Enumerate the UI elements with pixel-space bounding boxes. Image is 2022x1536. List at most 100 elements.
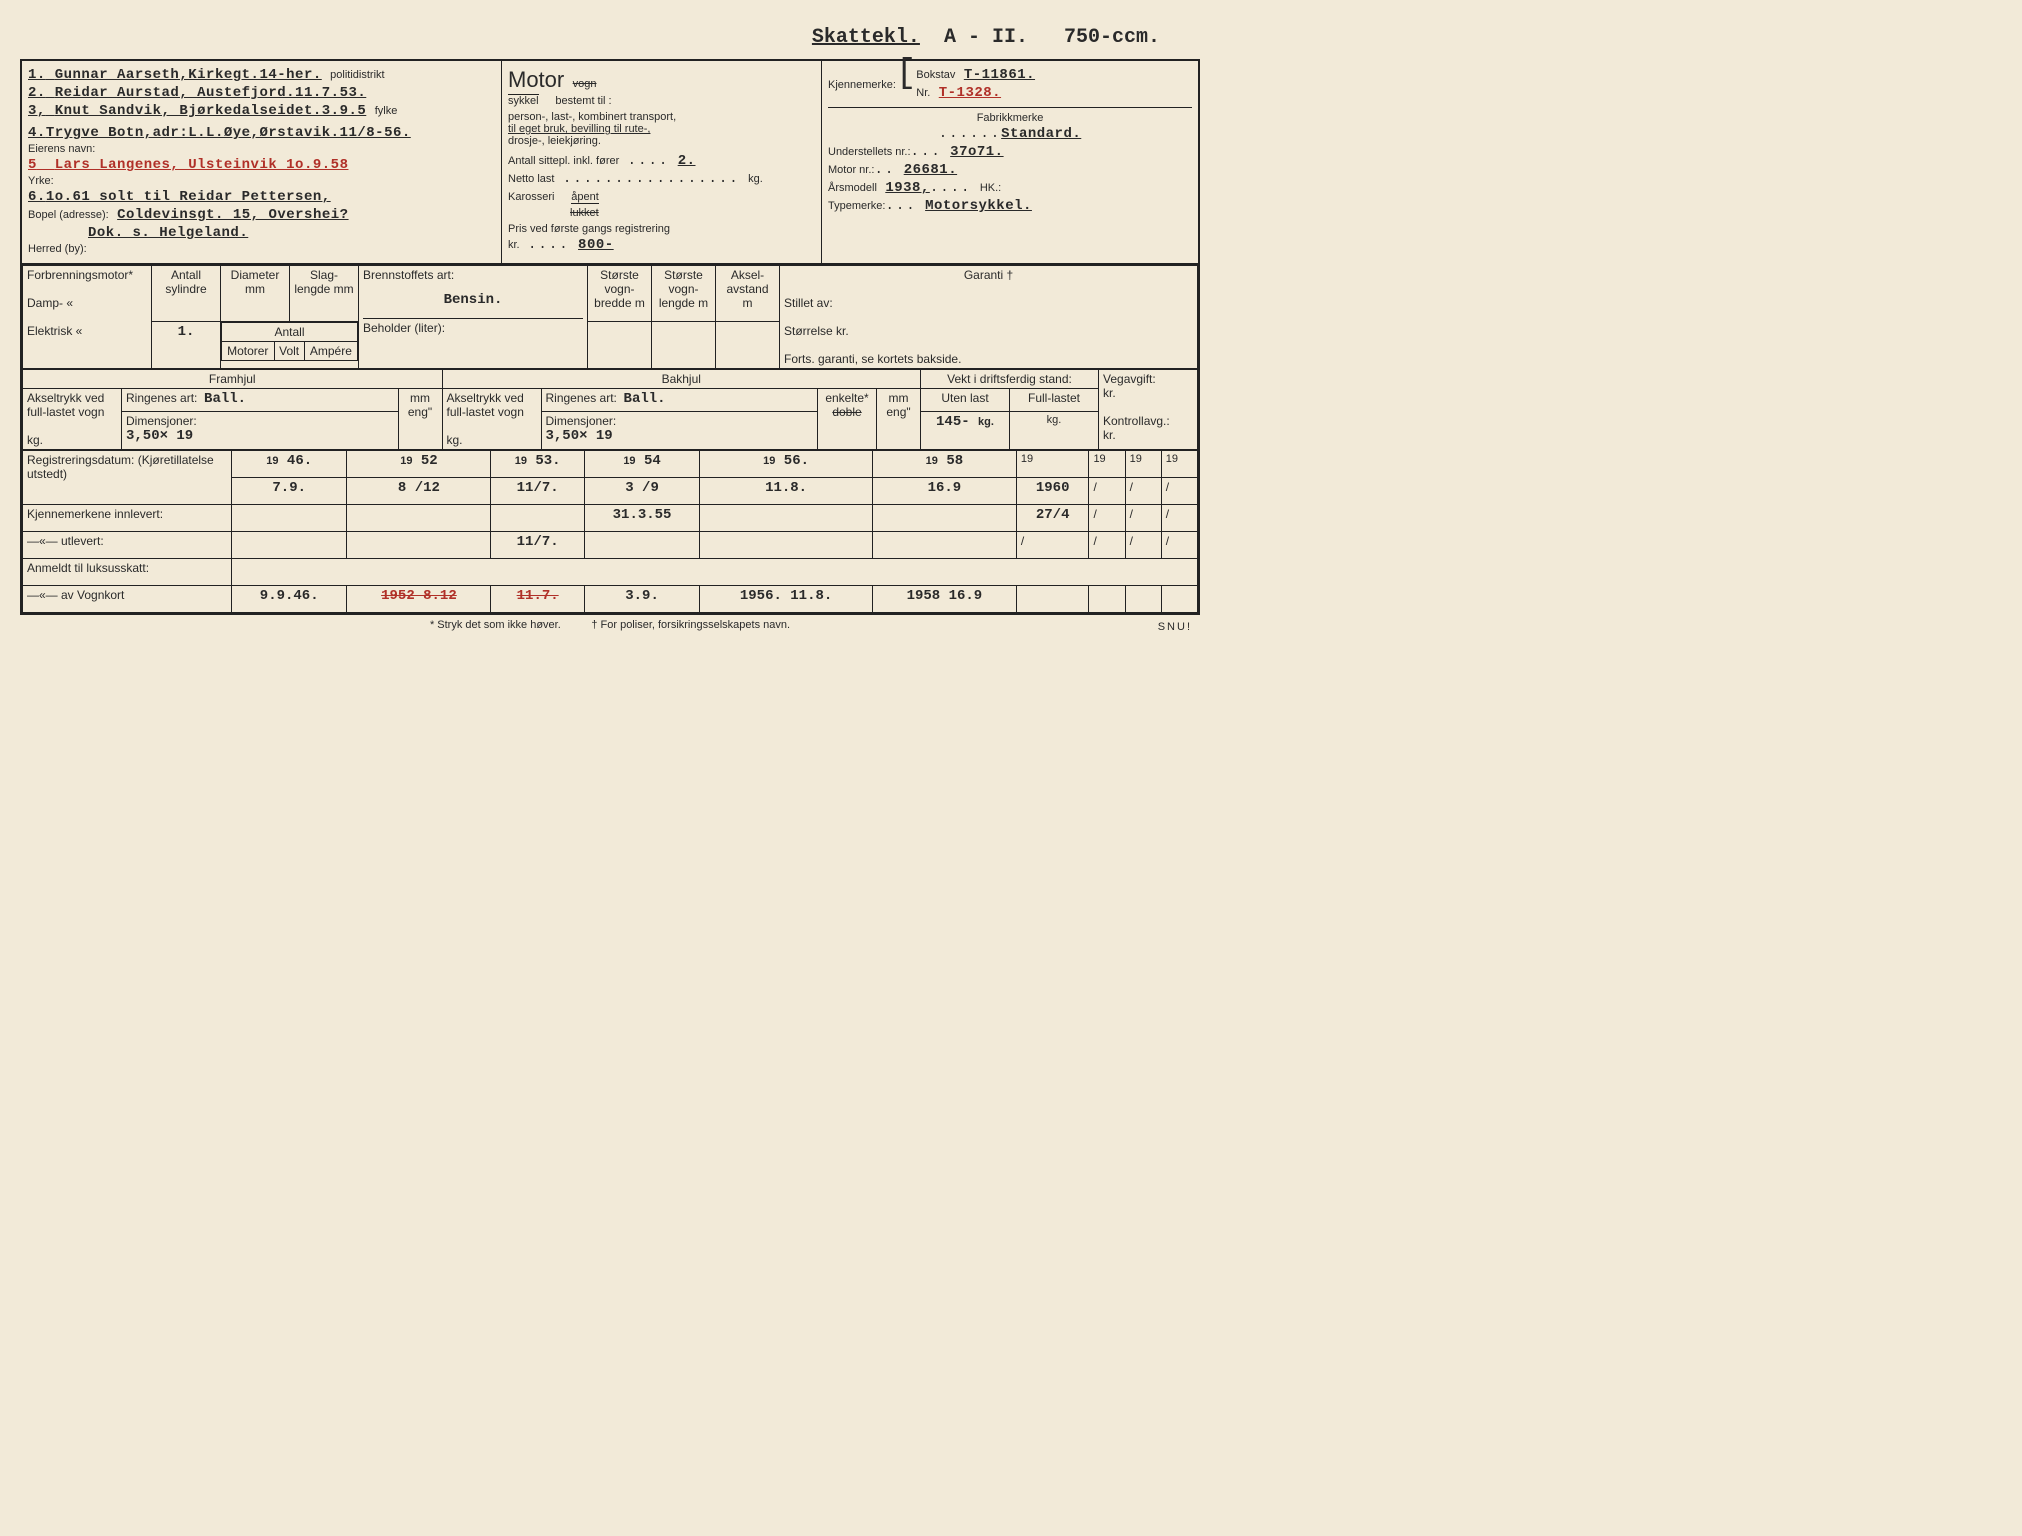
herred-label: Herred (by):: [28, 243, 495, 255]
avgift-4: 1956. 11.8.: [700, 586, 873, 613]
registration-card: Skattekl. A - II. 750-ccm. 1. Gunnar Aar…: [20, 20, 1200, 635]
reg-year-2: 19 53.: [491, 451, 584, 478]
owner-4: 4.Trygve Botn,adr:L.L.Øye,Ørstavik.11/8-…: [28, 125, 411, 141]
uten-label: Uten last: [921, 389, 1010, 412]
garanti-label: Garanti †: [784, 268, 1193, 282]
arsmodell-label: Årsmodell: [828, 182, 877, 194]
reg-date-1: 8 /12: [347, 478, 491, 505]
sittepl-label: Antall sittepl. inkl. fører: [508, 155, 619, 167]
slaglengde-label: Slag- lengde mm: [294, 268, 353, 296]
reg-date-5: 16.9: [872, 478, 1016, 505]
motor-column: Motor vogn sykkel bestemt til : person-,…: [502, 61, 822, 263]
innlevert-3: 31.3.55: [584, 505, 699, 532]
reg-date-6: 1960: [1016, 478, 1089, 505]
bokstav-value: T-11861.: [964, 67, 1035, 83]
hk-label: HK.:: [980, 182, 1001, 194]
ringenes-f-label: Ringenes art:: [126, 391, 197, 405]
reg-year-7: 19: [1089, 451, 1125, 478]
registration-table: Registreringsdatum: (Kjøretillatelse uts…: [22, 450, 1198, 613]
motor-title: Motor: [508, 67, 564, 92]
politidistrikt-label: politidistrikt: [330, 69, 384, 81]
mmeng-f: mm eng": [408, 391, 432, 419]
stillet-label: Stillet av:: [784, 296, 1193, 310]
engine-table: Forbrenningsmotor* Damp- « Elektrisk « A…: [22, 265, 1198, 369]
reg-date-2: 11/7.: [491, 478, 584, 505]
reg-year-0: 19 46.: [232, 451, 347, 478]
ccm-value: 750-ccm.: [1064, 26, 1160, 49]
syl-value: 1.: [152, 321, 221, 368]
kjennemerke-label: Kjennemerke:: [828, 65, 896, 103]
arsmodell-value: 1938,: [885, 180, 930, 196]
brennstoff-value: Bensin.: [363, 292, 583, 308]
innlevert-label: Kjennemerkene innlevert:: [23, 505, 232, 532]
nr-value: T-1328.: [939, 85, 1001, 101]
skattekl-label: Skattekl.: [812, 26, 920, 49]
innlevert-6: 27/4: [1016, 505, 1089, 532]
purpose-line-1: person-, last-, kombinert transport,: [508, 111, 815, 123]
vekt-label: Vekt i driftsferdig stand:: [921, 370, 1099, 389]
avgift-1: 1952 8.12: [347, 586, 491, 613]
reg-year-1: 19 52: [347, 451, 491, 478]
reg-date-3: 3 /9: [584, 478, 699, 505]
reg-year-6: 19: [1016, 451, 1089, 478]
purpose-line-3: drosje-, leiekjøring.: [508, 135, 815, 147]
mmeng-b: mm eng": [886, 391, 910, 419]
stryk-note: * Stryk det som ikke høver.: [430, 619, 561, 631]
regdatum-label: Registreringsdatum: (Kjøretillatelse uts…: [27, 453, 214, 481]
bokstav-label: Bokstav: [916, 69, 955, 81]
storrelse-label: Størrelse kr.: [784, 324, 1193, 338]
bopel-value: Coldevinsgt. 15, Overshei?: [117, 207, 348, 223]
ringenes-b-value: Ball.: [624, 391, 666, 407]
purpose-line-2: til eget bruk, bevilling til rute-,: [508, 123, 815, 135]
akseltrykk-f-label: Akseltrykk ved full-lastet vogn: [27, 391, 104, 419]
ringenes-f-value: Ball.: [204, 391, 246, 407]
dim-b-label: Dimensjoner:: [546, 414, 617, 428]
forbr-label: Forbrenningsmotor*: [27, 268, 147, 282]
dim-f-label: Dimensjoner:: [126, 414, 197, 428]
owner-2: 2. Reidar Aurstad, Austefjord.11.7.53.: [28, 85, 366, 101]
diameter-label: Diameter mm: [231, 268, 280, 296]
reg-year-3: 19 54: [584, 451, 699, 478]
nr-label: Nr.: [916, 87, 930, 99]
bredde-label: Største vogn- bredde m: [594, 268, 645, 310]
volt-label: Volt: [274, 341, 304, 360]
enkelte-strike: doble: [832, 405, 861, 419]
pris-value: 800-: [578, 237, 614, 253]
wheels-table: Framhjul Bakhjul Vekt i driftsferdig sta…: [22, 369, 1198, 450]
forts-label: Forts. garanti, se kortets bakside.: [784, 352, 1193, 366]
karosseri-apent: åpent: [571, 191, 599, 203]
luksus-label: Anmeldt til luksusskatt:: [23, 559, 232, 586]
typemerke-label: Typemerke:: [828, 200, 885, 212]
reg-date-4: 11.8.: [700, 478, 873, 505]
understell-value: 37o71.: [950, 144, 1003, 160]
owner-6: 6.1o.61 solt til Reidar Pettersen,: [28, 189, 331, 205]
motornr-value: 26681.: [904, 162, 957, 178]
framhjul-label: Framhjul: [23, 370, 443, 389]
engine-spec-section: Forbrenningsmotor* Damp- « Elektrisk « A…: [22, 263, 1198, 613]
full-label: Full-lastet: [1010, 389, 1099, 412]
aksel-label: Aksel- avstand m: [726, 268, 768, 310]
vegavgift-kr: kr.: [1103, 386, 1193, 400]
antall-syl-label: Antall sylindre: [165, 268, 206, 296]
vegavgift-label: Vegavgift:: [1103, 372, 1193, 386]
reg-year-9: 19: [1161, 451, 1197, 478]
motornr-label: Motor nr.:: [828, 164, 874, 176]
karosseri-strike: lukket: [570, 207, 599, 219]
antall-label: Antall: [222, 322, 358, 341]
utlevert-label: —«— utlevert:: [23, 532, 232, 559]
netto-label: Netto last: [508, 173, 554, 185]
netto-unit: kg.: [748, 173, 763, 185]
motorer-label: Motorer: [222, 341, 275, 360]
damp-label: Damp- «: [27, 296, 147, 310]
lengde-label: Største vogn- lengde m: [659, 268, 708, 310]
enkelte-label: enkelte*: [825, 391, 868, 405]
fabrikk-value: Standard.: [1001, 126, 1081, 142]
akseltrykk-b-label: Akseltrykk ved full-lastet vogn: [447, 391, 524, 419]
snu-label: SNU!: [1158, 621, 1192, 633]
uten-value: 145-: [936, 414, 970, 430]
sittepl-value: 2.: [678, 153, 696, 169]
dim-b-value: 3,50× 19: [546, 428, 613, 444]
dim-f-value: 3,50× 19: [126, 428, 193, 444]
owner-5: 5 Lars Langenes, Ulsteinvik 1o.9.58: [28, 157, 348, 173]
kontroll-label: Kontrollavg.:: [1103, 414, 1193, 428]
